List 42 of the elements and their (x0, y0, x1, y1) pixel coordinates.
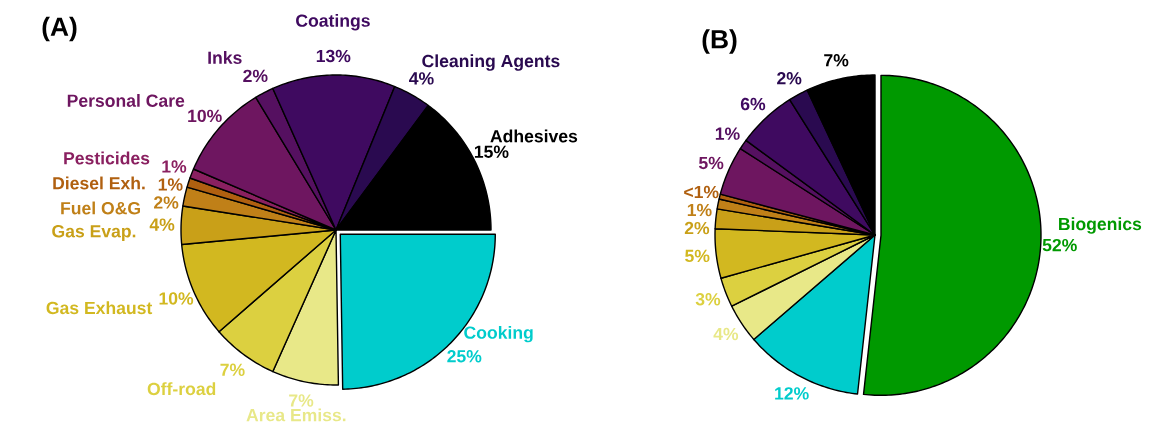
slice-label: Gas Evap. (52, 225, 136, 241)
slice-label: Area Emiss. (246, 408, 346, 422)
data-label: 10% (188, 109, 222, 123)
data-label: 4% (149, 218, 175, 231)
data-label: 1% (715, 127, 740, 140)
data-label: 25% (447, 350, 482, 363)
slice-label: Off-road (147, 382, 216, 396)
data-label: 6% (740, 97, 766, 111)
slice-label: Gas Exhaust (46, 301, 153, 315)
data-label: 2% (684, 221, 710, 235)
slice-label: Diesel Exh. (53, 176, 145, 190)
data-label: 4% (713, 327, 739, 341)
data-label: 5% (685, 249, 710, 263)
data-label: 1% (162, 160, 187, 173)
data-label: 13% (316, 49, 351, 63)
slice-label: Biogenics (1059, 217, 1142, 234)
data-label: 15% (474, 145, 509, 158)
data-label: 1% (158, 178, 183, 191)
data-label: 5% (698, 156, 724, 170)
slice-label: Personal Care (67, 94, 185, 107)
data-label: 3% (695, 293, 721, 306)
data-label: 7% (824, 54, 849, 67)
data-label: 1% (687, 203, 712, 217)
slice-label: Cleaning Agents (422, 54, 560, 71)
data-label: 7% (289, 394, 314, 407)
data-label: 2% (154, 196, 179, 209)
chart-title: (B) (702, 29, 737, 54)
data-label: 52% (1042, 238, 1077, 252)
slice-label: Adhesives (490, 129, 578, 143)
slice-label: Coatings (296, 13, 370, 31)
data-label: 12% (775, 387, 809, 400)
chart-title: (A) (42, 16, 77, 42)
data-label: 2% (243, 69, 268, 83)
data-label: 4% (409, 72, 434, 85)
data-label: <1% (684, 185, 719, 199)
data-label: 10% (159, 292, 194, 305)
slice-label: Pesticides (64, 151, 150, 165)
slice-label: Cooking (464, 325, 533, 343)
slice-label: Fuel O&G (61, 201, 140, 215)
data-label: 7% (220, 363, 245, 376)
slice-label: Inks (208, 51, 242, 64)
data-label: 2% (777, 72, 802, 85)
